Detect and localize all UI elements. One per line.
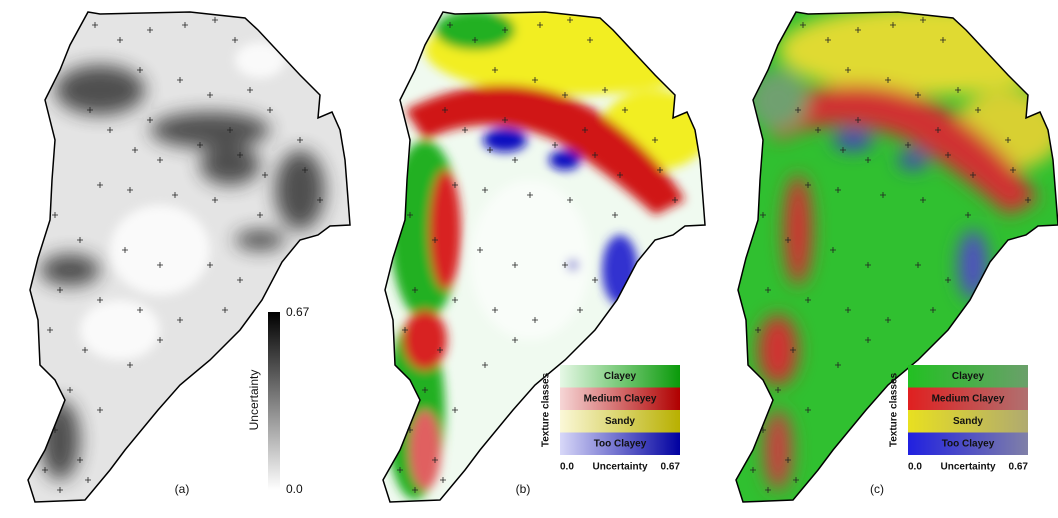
- legend-class: Sandy: [953, 416, 983, 427]
- legend-max: 0.67: [286, 305, 310, 319]
- legend-c: Clayey Medium Clayey Sandy Too Clayey Textur…: [889, 365, 1029, 473]
- legend-title: Texture classes: [541, 372, 552, 447]
- legend-class: Sandy: [605, 416, 635, 427]
- axis-title: Uncertainty: [592, 462, 647, 473]
- legend-title: Uncertainty: [247, 370, 261, 431]
- panel-label: (a): [175, 482, 190, 496]
- legend-class: Medium Clayey: [584, 394, 657, 405]
- legend-class: Clayey: [952, 371, 985, 382]
- axis-title: Uncertainty: [940, 462, 995, 473]
- panel-label: (c): [870, 482, 884, 496]
- legend-min: 0.0: [286, 482, 303, 496]
- legend-class: Too Clayey: [594, 439, 647, 450]
- legend-class: Too Clayey: [942, 439, 995, 450]
- axis-max: 0.67: [1009, 462, 1029, 473]
- legend-class: Medium Clayey: [932, 394, 1005, 405]
- axis-min: 0.0: [560, 462, 574, 473]
- legend-title: Texture classes: [889, 372, 900, 447]
- legend-b: Clayey Medium Clayey Sandy Too Clayey Textur…: [541, 365, 681, 473]
- axis-min: 0.0: [908, 462, 922, 473]
- legend-class: Clayey: [604, 371, 637, 382]
- panel-label: (b): [516, 482, 531, 496]
- uncertainty-bar: [268, 312, 280, 490]
- axis-max: 0.67: [661, 462, 681, 473]
- figure: 0.67 0.0 Uncertainty (a) Clayey Medium Cl…: [0, 0, 1058, 518]
